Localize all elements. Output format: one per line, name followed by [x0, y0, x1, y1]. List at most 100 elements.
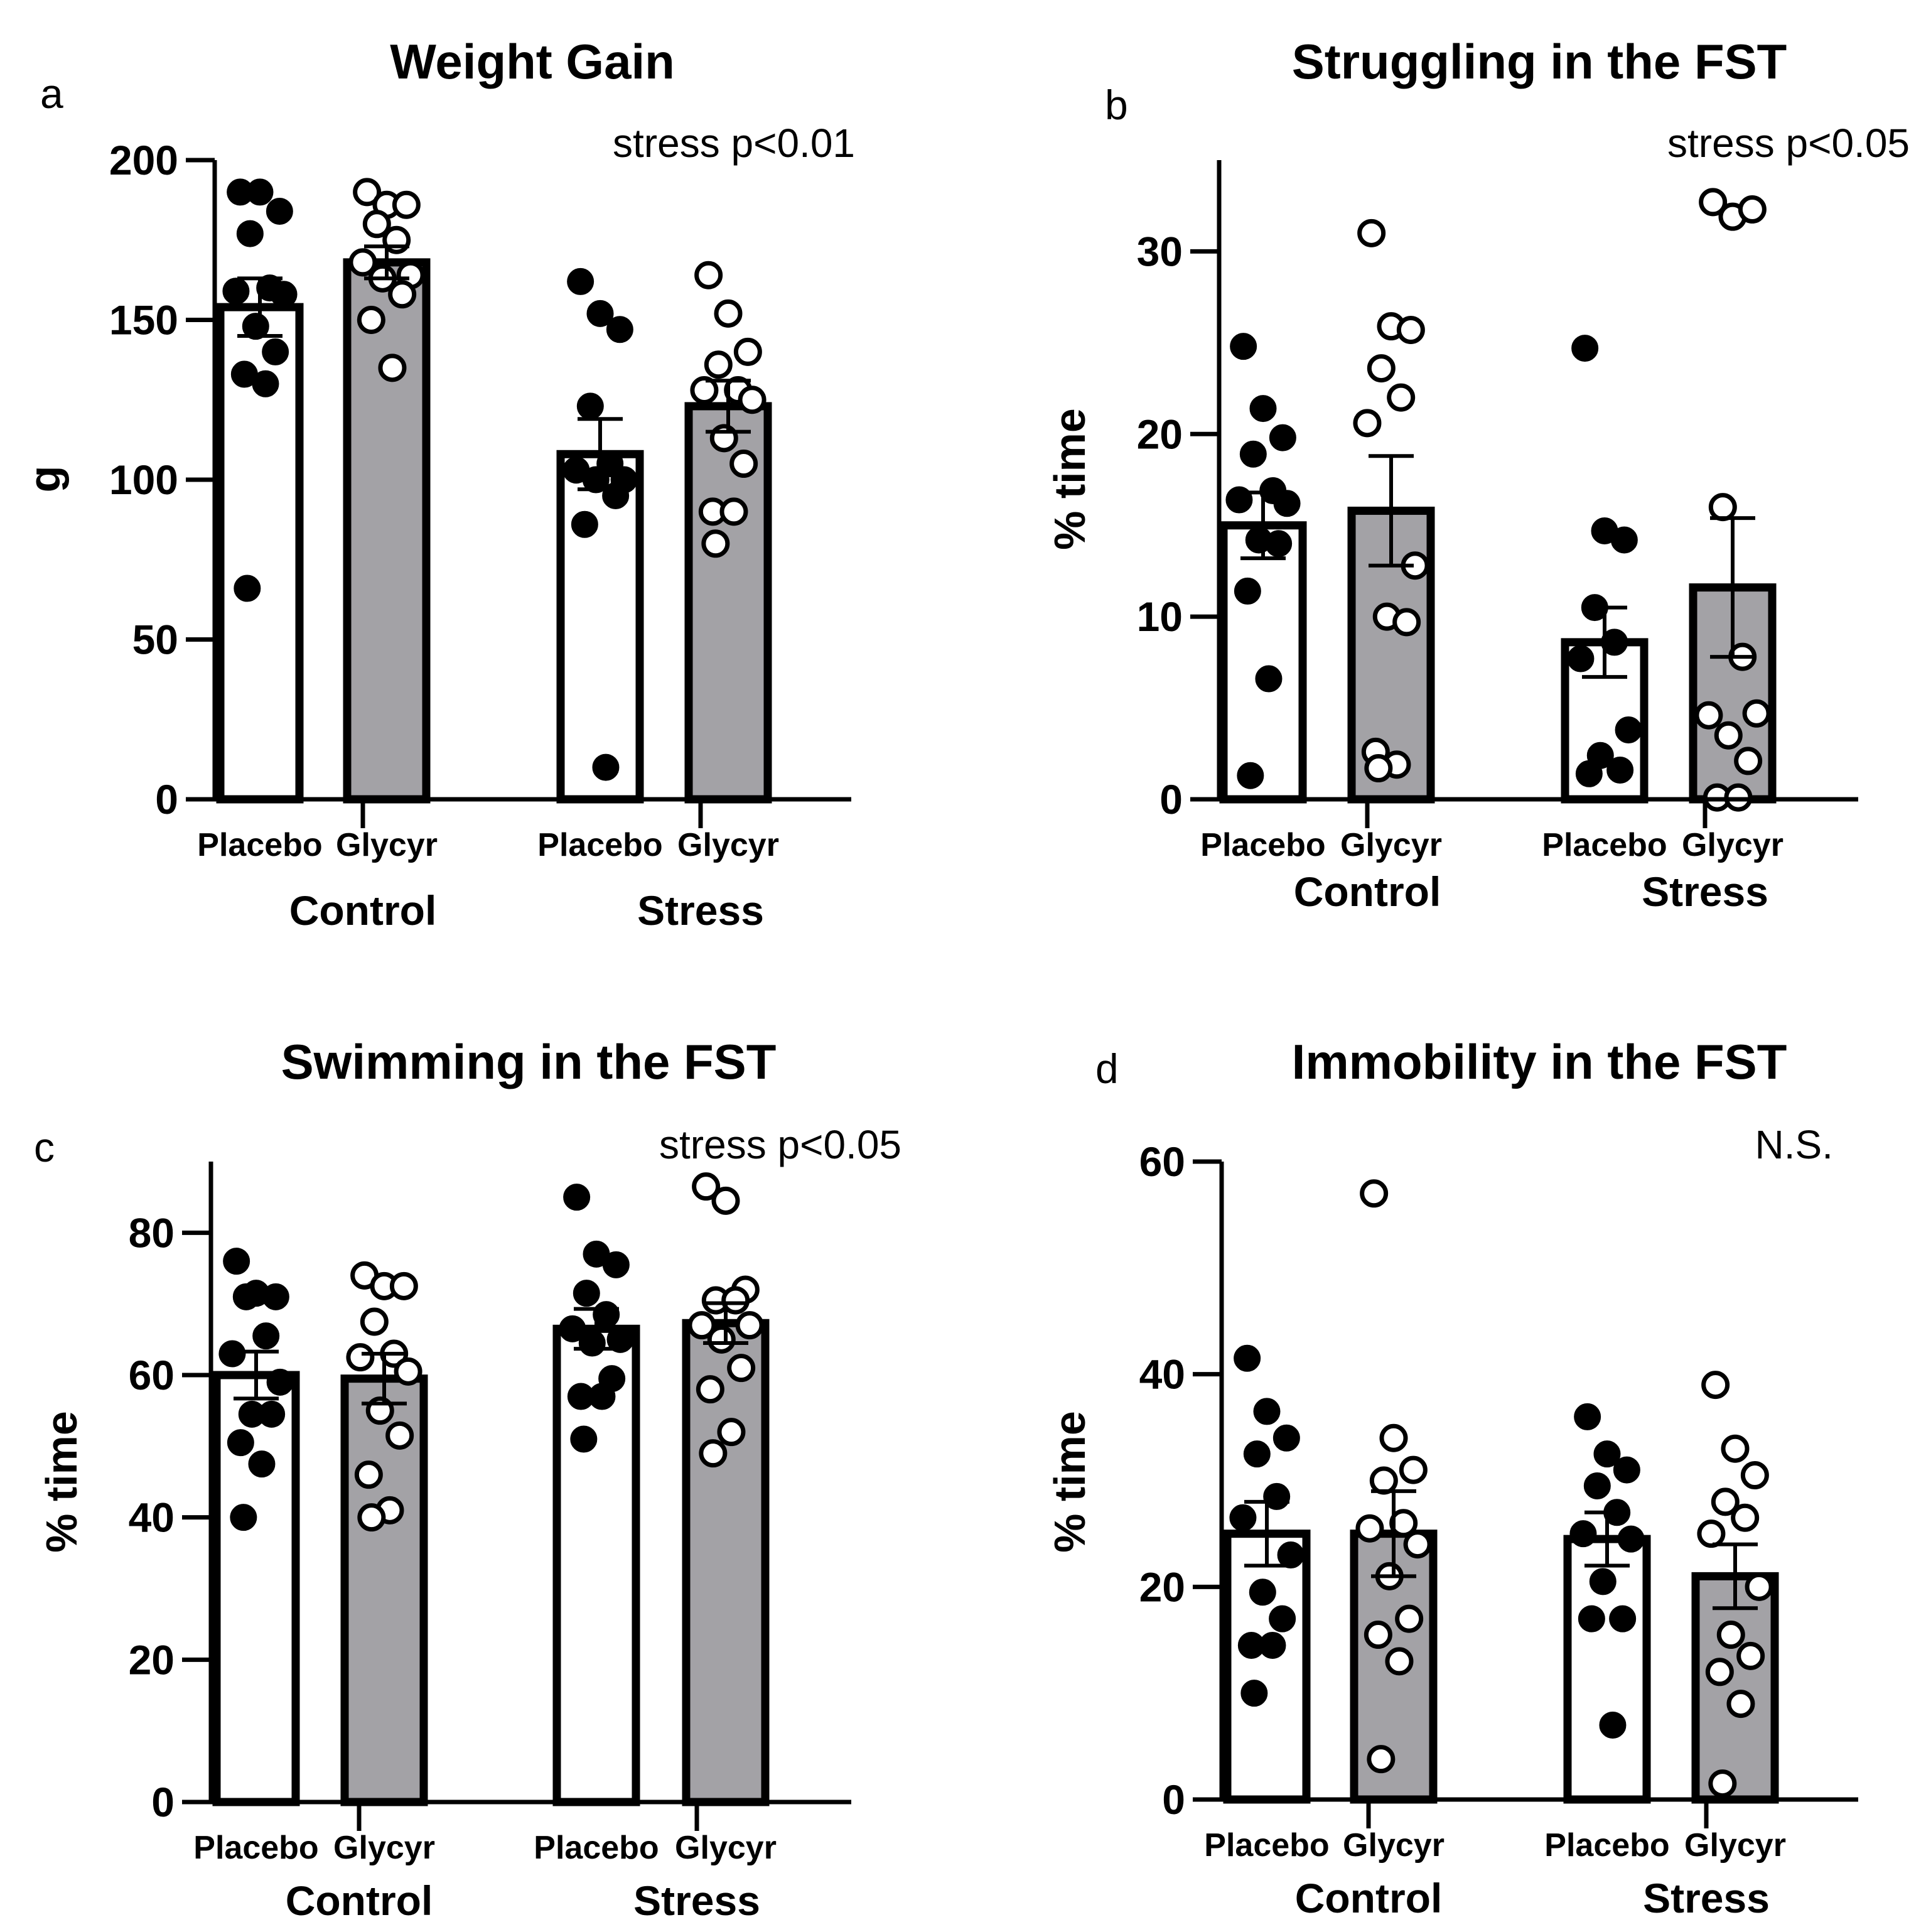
data-point [701, 529, 730, 558]
data-point [252, 370, 279, 397]
data-point [1742, 699, 1771, 728]
panel-d: Immobility in the FST d N.S. % time 0 20 40 60 P… [1045, 1034, 1858, 1921]
x-tick-label-glycyr: Glycyr [1343, 1827, 1444, 1864]
panel-letter: c [34, 1124, 55, 1170]
data-point [388, 280, 417, 309]
bar-control-glycyr [343, 258, 431, 804]
data-point [392, 190, 421, 219]
data-point [346, 1343, 375, 1372]
panel-a: Weight Gain a stress p<0.01 g 0 50 100 150 200 Pl… [20, 34, 855, 934]
y-tick-label: 20 [1139, 1563, 1185, 1610]
data-point [252, 1322, 280, 1350]
x-group-label-control: Control [286, 1877, 433, 1924]
data-point [1593, 1440, 1621, 1468]
data-point [1249, 395, 1277, 423]
data-point [1239, 440, 1267, 468]
data-point [571, 510, 598, 538]
data-point [218, 1340, 246, 1368]
data-point [1369, 1466, 1398, 1495]
data-point [727, 1354, 756, 1383]
data-point [1734, 747, 1763, 775]
x-tick-label-glycyr: Glycyr [677, 827, 779, 863]
y-tick-label: 80 [129, 1209, 175, 1256]
x-group-label-control: Control [1294, 868, 1441, 915]
data-point [1615, 716, 1642, 743]
data-point [232, 1283, 260, 1310]
significance-annotation: stress p<0.05 [659, 1122, 901, 1167]
data-point [362, 210, 391, 239]
data-point [719, 497, 748, 526]
data-point [1740, 1461, 1769, 1490]
data-point [248, 1450, 276, 1478]
data-point [270, 281, 298, 308]
data-point [360, 1307, 389, 1336]
data-point [262, 1283, 289, 1310]
x-tick-label-placebo: Placebo [197, 827, 322, 863]
data-point [592, 753, 620, 781]
data-point [1403, 1530, 1432, 1559]
significance-annotation: stress p<0.01 [613, 121, 855, 166]
data-point [230, 1504, 257, 1531]
data-point [1243, 1440, 1271, 1468]
y-tick-label: 100 [109, 456, 178, 503]
data-point [262, 338, 289, 365]
data-point [709, 424, 738, 453]
y-tick-label: 0 [1159, 776, 1183, 823]
data-point [1731, 1503, 1760, 1532]
data-point [588, 1383, 616, 1410]
data-point [1229, 1504, 1257, 1531]
data-point [1601, 629, 1628, 656]
data-point [378, 353, 407, 382]
data-point [692, 1172, 721, 1201]
data-point [1240, 1680, 1268, 1707]
data-point [1353, 409, 1382, 438]
data-point [714, 299, 743, 328]
chart-title: Weight Gain [390, 34, 675, 89]
x-group-label-control: Control [289, 887, 437, 934]
data-point [1711, 1487, 1740, 1516]
y-tick-label: 30 [1137, 228, 1183, 274]
bar-control-placebo [1223, 1530, 1311, 1804]
y-tick-label: 40 [1139, 1351, 1185, 1398]
y-tick-label: 40 [129, 1494, 175, 1541]
data-point [1379, 1423, 1408, 1452]
data-point [559, 1315, 586, 1342]
data-point [357, 306, 385, 334]
data-point [1396, 315, 1425, 344]
x-group-label-stress: Stress [637, 887, 764, 934]
bar-control-placebo [1219, 521, 1307, 804]
data-point [1745, 1572, 1773, 1601]
data-point [1234, 1344, 1261, 1372]
data-point [1387, 383, 1416, 412]
data-point [1738, 195, 1767, 224]
data-point [1255, 665, 1283, 693]
data-point [246, 178, 274, 206]
y-tick-label: 200 [109, 137, 178, 183]
data-point [1575, 760, 1603, 787]
data-point [711, 1186, 740, 1215]
panel-letter: a [40, 70, 63, 117]
data-point [1583, 1472, 1611, 1499]
data-point [1726, 1690, 1755, 1719]
data-point [738, 386, 767, 414]
data-point [1249, 1579, 1276, 1606]
data-point [582, 466, 610, 494]
x-group-label-stress: Stress [1643, 1875, 1770, 1921]
data-point [694, 261, 723, 289]
data-point [1705, 1658, 1734, 1686]
data-point [1610, 526, 1638, 554]
data-point [1269, 1605, 1296, 1632]
y-tick-label: 0 [155, 776, 178, 823]
data-point [1589, 1568, 1617, 1595]
data-point [1273, 490, 1301, 517]
data-point [606, 316, 633, 343]
x-tick-label-glycyr: Glycyr [333, 1830, 435, 1866]
data-point [563, 1184, 591, 1211]
data-point [1701, 1371, 1730, 1400]
x-tick-label-placebo: Placebo [1542, 827, 1667, 863]
data-point [699, 1439, 728, 1468]
panel-letter: b [1105, 82, 1128, 128]
data-point [222, 278, 250, 305]
chart-title: Swimming in the FST [281, 1034, 777, 1089]
data-point [1736, 1641, 1765, 1670]
